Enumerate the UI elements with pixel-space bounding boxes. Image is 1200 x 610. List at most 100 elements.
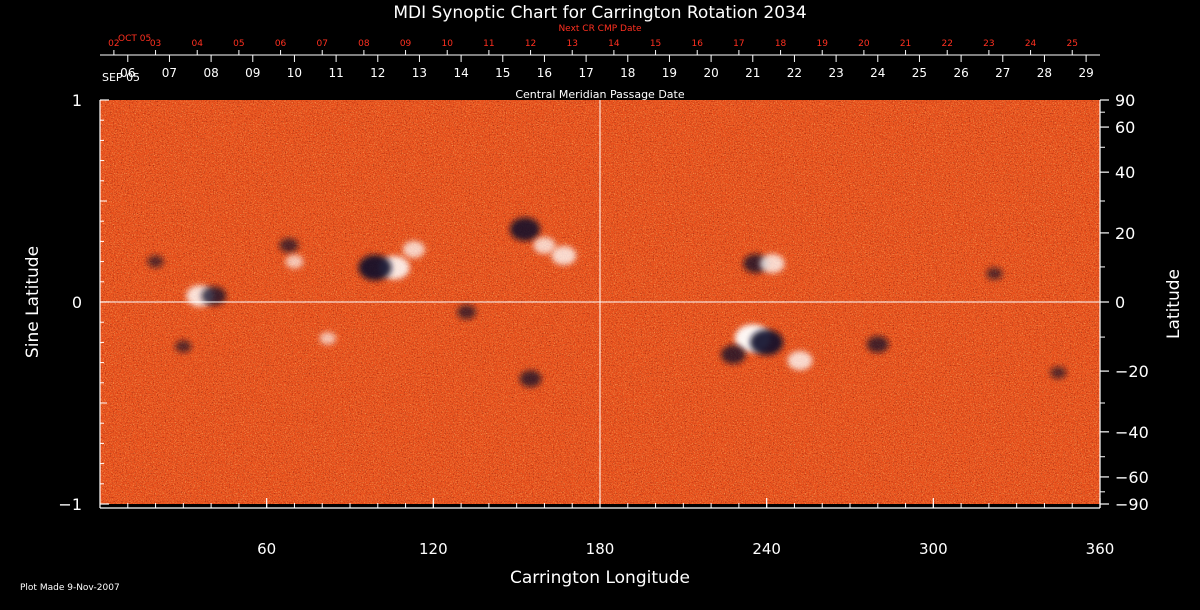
next-cr-date-label: 04: [191, 39, 203, 49]
x-tick-label: 240: [752, 540, 781, 558]
x-tick-label: 300: [919, 540, 948, 558]
y-right-tick-label: 90: [1115, 91, 1135, 110]
next-cr-date-label: 02: [108, 39, 119, 49]
next-cr-date-label: 21: [900, 39, 911, 49]
cmp-date-label: 19: [662, 66, 677, 80]
magnetic-region-negative: [1050, 366, 1067, 380]
next-cr-axis-label: Next CR CMP Date: [558, 24, 642, 34]
y-right-tick-label: −20: [1115, 362, 1149, 381]
magnetic-region-negative: [279, 238, 299, 253]
magnetic-region-negative: [175, 340, 192, 353]
next-cr-date-label: 25: [1066, 39, 1077, 49]
right-y-axis-label: Latitude: [1164, 269, 1184, 339]
next-cr-date-label: 22: [941, 39, 952, 49]
next-cr-date-label: 23: [983, 39, 994, 49]
magnetic-region-negative: [147, 255, 164, 268]
y-right-tick-label: 40: [1115, 163, 1135, 182]
next-cr-date-label: 24: [1025, 39, 1037, 49]
next-cr-date-label: 07: [316, 39, 327, 49]
x-axis-label: Carrington Longitude: [510, 568, 690, 588]
magnetic-region-positive: [759, 254, 785, 274]
cmp-date-label: 17: [578, 66, 593, 80]
magnetic-region-positive: [402, 240, 425, 258]
y-left-tick-label: 1: [72, 91, 82, 110]
cmp-date-label: 26: [953, 66, 968, 80]
magnetic-region-positive: [285, 254, 304, 269]
magnetic-region-negative: [509, 217, 541, 242]
left-y-axis-ticks: 1 0 −1: [58, 91, 109, 514]
next-cr-date-label: 17: [733, 39, 744, 49]
magnetic-region-positive: [319, 332, 336, 345]
cmp-date-label: 18: [620, 66, 635, 80]
cmp-date-label: 11: [328, 66, 343, 80]
next-cr-start-label: OCT 05: [118, 34, 151, 44]
cmp-start-label: SEP 05: [102, 71, 140, 84]
magnetic-region-negative: [201, 286, 227, 306]
cmp-date-label: 22: [787, 66, 802, 80]
cmp-date-label: 25: [912, 66, 927, 80]
plot-made-note: Plot Made 9-Nov-2007: [20, 583, 120, 593]
next-cr-date-label: 13: [566, 39, 577, 49]
cmp-date-label: 12: [370, 66, 385, 80]
y-right-tick-label: −40: [1115, 423, 1149, 442]
cmp-date-label: 20: [703, 66, 718, 80]
magnetic-region-negative: [519, 370, 542, 388]
cmp-date-label: 27: [995, 66, 1010, 80]
magnetogram-field: [100, 100, 1100, 504]
cmp-axis-label: Central Meridian Passage Date: [515, 88, 684, 101]
x-tick-label: 60: [257, 540, 276, 558]
next-cr-date-label: 08: [358, 39, 370, 49]
x-tick-label: 120: [419, 540, 448, 558]
next-cr-date-label: 11: [483, 39, 494, 49]
next-cr-date-label: 06: [275, 39, 287, 49]
next-cr-date-label: 10: [441, 39, 453, 49]
y-right-tick-label: 0: [1115, 293, 1125, 312]
cmp-date-label: 10: [287, 66, 302, 80]
y-right-tick-label: 60: [1115, 118, 1135, 137]
cmp-date-label: 06: [120, 66, 135, 80]
cmp-date-label: 24: [870, 66, 885, 80]
magnetic-region-positive: [533, 236, 556, 254]
next-cr-date-label: 15: [650, 39, 661, 49]
next-cr-date-label: 12: [525, 39, 536, 49]
cmp-date-label: 09: [245, 66, 260, 80]
y-right-tick-label: −60: [1115, 468, 1149, 487]
cmp-date-label: 07: [162, 66, 177, 80]
next-cr-date-label: 19: [816, 39, 828, 49]
x-tick-label: 180: [586, 540, 615, 558]
cmp-date-label: 15: [495, 66, 510, 80]
magnetic-region-negative: [358, 254, 392, 281]
next-cr-date-label: 09: [400, 39, 412, 49]
next-cr-date-label: 03: [150, 39, 161, 49]
right-y-axis-ticks: 90 60 40 20 0 −20 −40 −60 −90: [1100, 91, 1149, 514]
magnetic-region-negative: [720, 344, 746, 365]
cmp-date-axis: 29 28 27 26 25 24 23 22 21 20 19 18 17 16 15 14 13 12 11 10…: [120, 55, 1094, 80]
next-cr-date-label: 18: [775, 39, 787, 49]
next-cr-date-label: 20: [858, 39, 870, 49]
cmp-date-label: 14: [453, 66, 468, 80]
magnetic-region-negative: [457, 304, 477, 320]
left-y-axis-label: Sine Latitude: [23, 246, 43, 358]
cmp-date-label: 21: [745, 66, 760, 80]
cmp-date-label: 29: [1078, 66, 1093, 80]
y-left-tick-label: −1: [58, 495, 82, 514]
cmp-date-label: 28: [1037, 66, 1052, 80]
cmp-date-label: 16: [537, 66, 552, 80]
magnetic-region-positive: [551, 245, 577, 266]
magnetic-region-positive: [787, 350, 813, 371]
y-left-tick-label: 0: [72, 293, 82, 312]
y-right-tick-label: 20: [1115, 224, 1135, 243]
magnetic-region-negative: [750, 329, 784, 356]
next-cr-date-label: 14: [608, 39, 620, 49]
magnetic-region-negative: [866, 335, 889, 353]
y-right-tick-label: −90: [1115, 495, 1149, 514]
cmp-date-label: 23: [828, 66, 843, 80]
x-tick-label: 360: [1086, 540, 1115, 558]
next-cr-date-label: 05: [233, 39, 244, 49]
chart-title: MDI Synoptic Chart for Carrington Rotati…: [393, 3, 806, 23]
magnetic-region-negative: [986, 267, 1003, 281]
x-axis-ticks: 60 120 180 240 300 360: [127, 498, 1115, 558]
cmp-date-label: 13: [412, 66, 427, 80]
next-cr-date-label: 16: [691, 39, 703, 49]
